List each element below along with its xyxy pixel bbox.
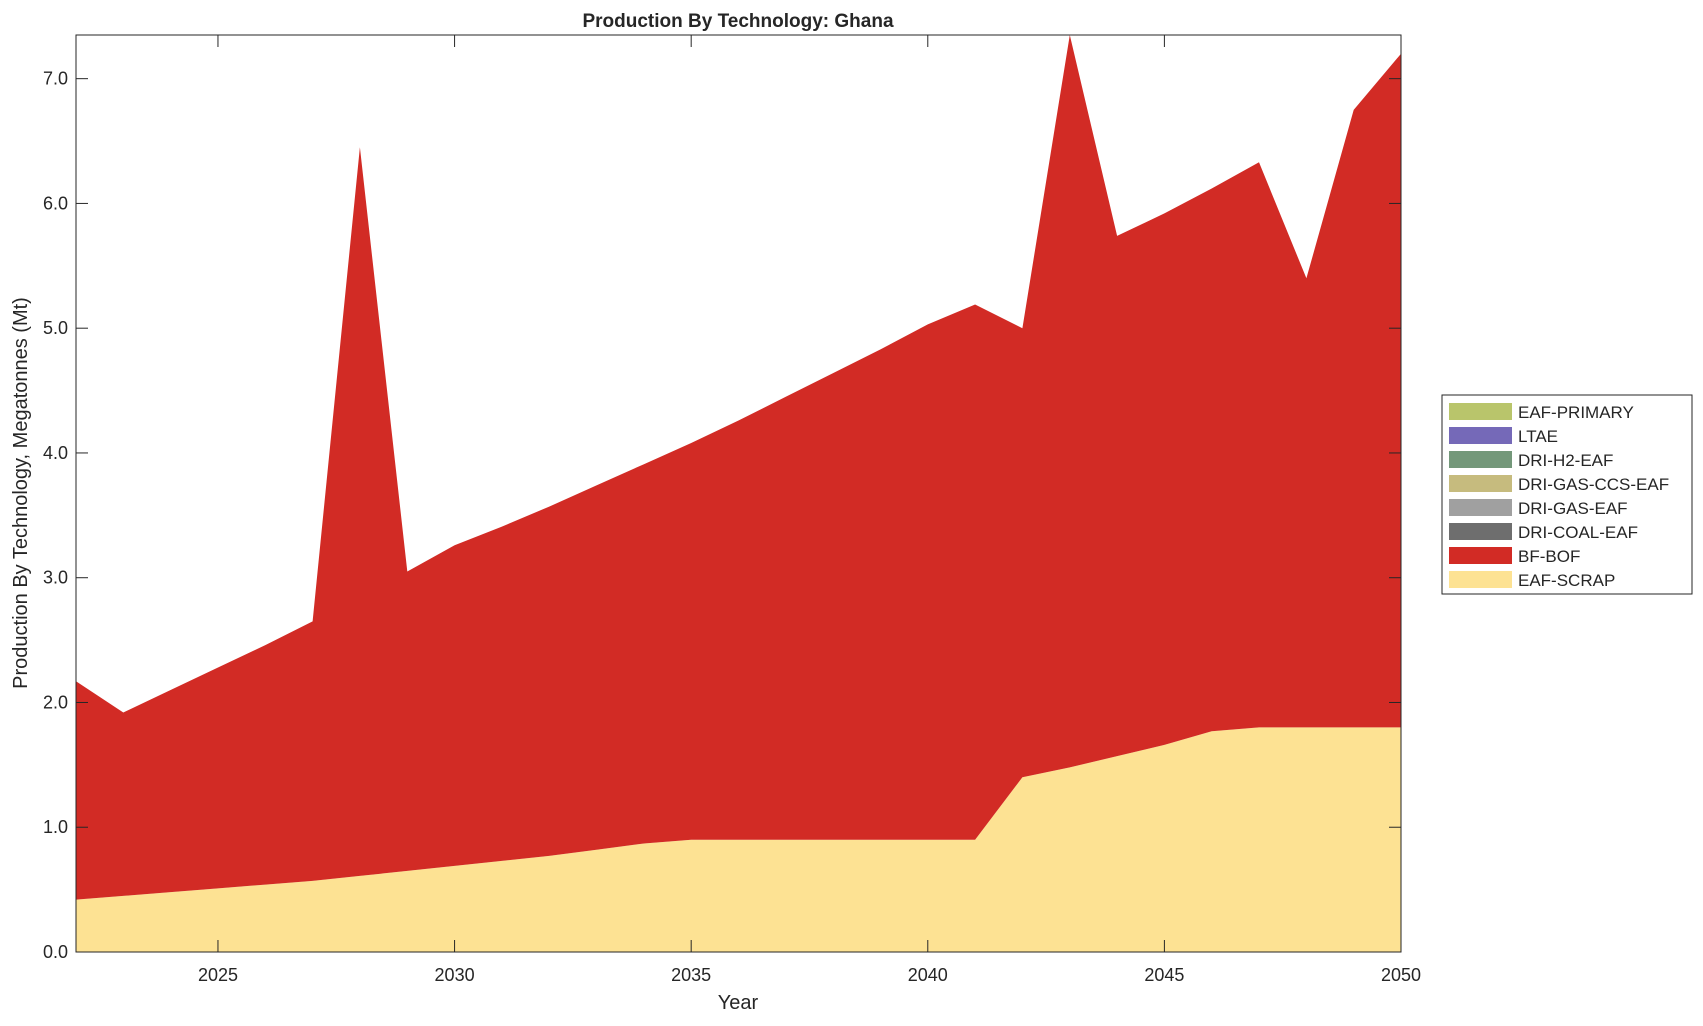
area-bf-bof xyxy=(76,35,1401,900)
x-tick-label: 2030 xyxy=(435,965,475,985)
x-tick-label: 2025 xyxy=(198,965,238,985)
legend-label: EAF-SCRAP xyxy=(1518,571,1615,590)
y-tick-label: 2.0 xyxy=(43,692,68,712)
y-tick-label: 7.0 xyxy=(43,69,68,89)
legend-label: BF-BOF xyxy=(1518,547,1580,566)
y-tick-label: 0.0 xyxy=(43,942,68,962)
legend-label: DRI-H2-EAF xyxy=(1518,451,1613,470)
legend-swatch xyxy=(1449,499,1512,516)
legend-swatch xyxy=(1449,451,1512,468)
x-tick-label: 2035 xyxy=(671,965,711,985)
y-tick-label: 4.0 xyxy=(43,443,68,463)
y-tick-label: 3.0 xyxy=(43,568,68,588)
legend-swatch xyxy=(1449,571,1512,588)
plot-frame xyxy=(75,34,1402,953)
x-axis-label: Year xyxy=(718,992,759,1014)
x-tick-label: 2040 xyxy=(908,965,948,985)
legend-swatch xyxy=(1449,523,1512,540)
legend-label: DRI-COAL-EAF xyxy=(1518,523,1638,542)
x-tick-label: 2045 xyxy=(1144,965,1184,985)
y-axis-label: Production By Technology, Megatonnes (Mt… xyxy=(10,297,32,689)
legend-label: DRI-GAS-CCS-EAF xyxy=(1518,475,1669,494)
y-tick-label: 5.0 xyxy=(43,318,68,338)
x-tick-label: 2050 xyxy=(1381,965,1421,985)
legend-swatch xyxy=(1449,475,1512,492)
plot-areas xyxy=(76,35,1401,952)
legend: EAF-PRIMARY LTAE DRI-H2-EAF DRI-GAS-CCS-EAF… xyxy=(1441,394,1693,595)
legend-label: DRI-GAS-EAF xyxy=(1518,499,1628,518)
y-tick-label: 1.0 xyxy=(43,817,68,837)
y-tick-label: 6.0 xyxy=(43,193,68,213)
legend-label: LTAE xyxy=(1518,427,1558,446)
legend-swatch xyxy=(1449,547,1512,564)
legend-swatch xyxy=(1449,403,1512,420)
axis-ticks: 2025 2030 2035 2040 2045 2050 0.0 1.0 2.0 3.0 4.0 5… xyxy=(43,35,1421,985)
legend-label: EAF-PRIMARY xyxy=(1518,403,1634,422)
legend-swatch xyxy=(1449,427,1512,444)
chart-title: Production By Technology: Ghana xyxy=(582,11,893,32)
